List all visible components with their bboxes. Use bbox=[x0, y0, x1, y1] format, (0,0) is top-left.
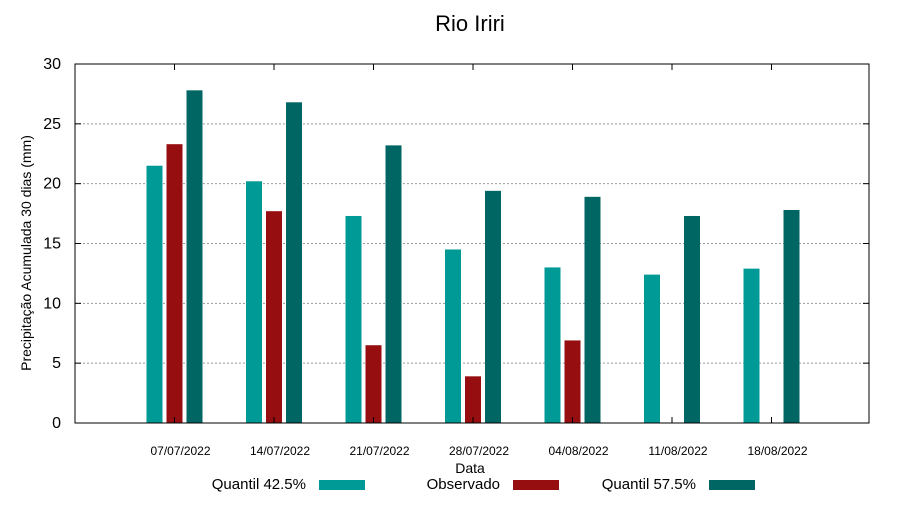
legend-label: Quantil 42.5% bbox=[212, 476, 306, 493]
x-tick-label: 28/07/2022 bbox=[449, 444, 509, 458]
bar-q575 bbox=[485, 190, 501, 423]
bar-q425 bbox=[246, 181, 262, 423]
grid-layer bbox=[75, 123, 869, 364]
x-tick-label: 11/08/2022 bbox=[648, 444, 707, 458]
legend: Quantil 42.5% Observado Quantil 57.5% bbox=[212, 476, 755, 493]
bar-q575 bbox=[684, 215, 700, 423]
y-tick-label: 0 bbox=[52, 415, 61, 432]
legend-swatch bbox=[709, 480, 755, 490]
y-tick-label: 25 bbox=[43, 116, 61, 133]
bar-layer bbox=[146, 90, 800, 424]
bar-q425 bbox=[445, 249, 461, 423]
bar-q575 bbox=[186, 90, 203, 424]
x-tick-label: 07/07/2022 bbox=[150, 444, 210, 458]
y-tick-label: 15 bbox=[43, 236, 61, 253]
bar-observado bbox=[465, 376, 481, 423]
bar-observado bbox=[166, 144, 183, 423]
legend-swatch bbox=[319, 480, 365, 490]
bar-q575 bbox=[286, 102, 302, 423]
chart-title: Rio Iriri bbox=[435, 11, 505, 36]
tick-layer: 0 5 10 15 20 25 30 07/07/2022 14/07/2022 21/07/20… bbox=[43, 56, 869, 458]
bar-q425 bbox=[544, 267, 561, 423]
y-tick-label: 10 bbox=[43, 295, 61, 312]
bar-q575 bbox=[783, 209, 800, 423]
bar-q575 bbox=[385, 145, 402, 423]
legend-swatch bbox=[513, 480, 559, 490]
legend-label: Quantil 57.5% bbox=[602, 476, 696, 493]
bar-q575 bbox=[584, 196, 601, 423]
y-tick-label: 20 bbox=[43, 176, 61, 193]
bar-observado bbox=[266, 211, 282, 423]
x-tick-label: 14/07/2022 bbox=[250, 444, 310, 458]
x-tick-label: 21/07/2022 bbox=[349, 444, 409, 458]
legend-label: Observado bbox=[427, 476, 500, 493]
x-tick-label: 18/08/2022 bbox=[747, 444, 807, 458]
y-tick-label: 30 bbox=[43, 56, 61, 73]
bar-observado bbox=[365, 345, 382, 423]
bar-observado bbox=[564, 340, 581, 423]
bar-q425 bbox=[345, 215, 362, 423]
bar-q425 bbox=[146, 165, 163, 423]
x-tick-label: 04/08/2022 bbox=[548, 444, 608, 458]
bar-q425 bbox=[743, 268, 760, 423]
x-axis-label: Data bbox=[455, 460, 485, 476]
bar-q425 bbox=[644, 274, 660, 423]
y-tick-label: 5 bbox=[52, 355, 61, 372]
y-axis-label: Precipitação Acumulada 30 dias (mm) bbox=[18, 135, 34, 371]
